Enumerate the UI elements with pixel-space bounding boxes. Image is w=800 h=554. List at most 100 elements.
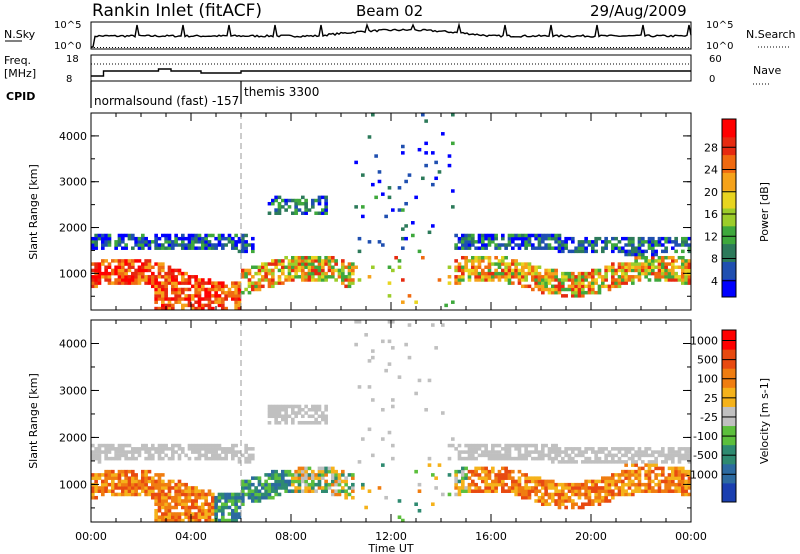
velocity-cell xyxy=(674,486,678,490)
power-cell xyxy=(254,287,258,292)
power-cell xyxy=(157,268,162,273)
power-cell xyxy=(687,236,692,241)
power-cell xyxy=(687,243,692,247)
velocity-cell xyxy=(527,453,532,458)
velocity-cell xyxy=(237,456,242,461)
velocity-cell xyxy=(627,476,632,480)
power-cell xyxy=(577,284,582,289)
velocity-cell xyxy=(184,495,188,500)
velocity-cell xyxy=(201,502,205,507)
power-cell xyxy=(331,259,335,263)
power-cell xyxy=(121,259,125,263)
power-cell xyxy=(217,240,222,244)
power-cell xyxy=(221,246,225,250)
power-cell xyxy=(191,246,195,250)
power-cell xyxy=(271,259,275,263)
velocity-cell xyxy=(104,489,108,493)
power-cell xyxy=(151,284,155,289)
power-cell xyxy=(574,246,578,250)
power-cell xyxy=(584,284,588,289)
power-cell xyxy=(657,240,662,244)
power-cell xyxy=(571,287,575,292)
velocity-cell xyxy=(651,460,655,464)
velocity-cell xyxy=(101,492,105,497)
velocity-cell xyxy=(274,476,278,480)
power-cell xyxy=(654,240,658,244)
power-cell xyxy=(597,271,602,276)
velocity-cell xyxy=(494,479,498,484)
velocity-cell xyxy=(161,456,165,461)
velocity-cell xyxy=(114,486,118,490)
velocity-cell xyxy=(141,489,145,493)
power-cell xyxy=(514,275,518,279)
velocity-cell xyxy=(574,492,578,497)
velocity-cell xyxy=(234,515,238,520)
velocity-cell xyxy=(467,450,472,454)
velocity-cell xyxy=(647,463,652,467)
power-cell xyxy=(467,268,472,273)
power-cell xyxy=(147,240,152,244)
velocity-cell xyxy=(307,414,312,419)
velocity-cell xyxy=(297,473,302,477)
power-cell xyxy=(667,271,672,276)
power-cell xyxy=(631,243,635,247)
power-cell xyxy=(151,240,155,244)
power-cell xyxy=(561,249,565,254)
velocity-cell xyxy=(667,450,672,454)
velocity-cell xyxy=(584,450,588,454)
velocity-cell xyxy=(514,489,518,493)
velocity-cell xyxy=(504,476,508,480)
power-cell xyxy=(657,275,662,279)
velocity-cell xyxy=(294,411,298,415)
velocity-cell xyxy=(337,479,342,484)
power-cell xyxy=(187,278,192,282)
power-cell xyxy=(317,278,322,282)
velocity-cell xyxy=(464,443,468,448)
power-cell xyxy=(387,265,392,269)
power-cell xyxy=(217,233,222,238)
velocity-cell xyxy=(114,447,118,451)
power-cell xyxy=(127,233,132,238)
power-cell xyxy=(177,243,182,247)
power-cell xyxy=(627,265,632,269)
velocity-cell xyxy=(631,473,635,477)
velocity-cell xyxy=(284,469,288,474)
power-cell xyxy=(634,252,638,257)
power-cell xyxy=(467,236,472,241)
velocity-cell xyxy=(114,476,118,480)
power-cell xyxy=(131,262,135,266)
power-cell xyxy=(474,265,478,269)
velocity-cell xyxy=(221,492,225,497)
power-cell xyxy=(544,243,548,247)
velocity-cell xyxy=(547,447,552,451)
velocity-cell xyxy=(187,492,192,497)
velocity-cell xyxy=(677,447,682,451)
velocity-cell xyxy=(191,450,195,454)
velocity-cell xyxy=(297,404,302,409)
power-cell xyxy=(481,246,485,250)
velocity-cell xyxy=(131,476,135,480)
velocity-cell xyxy=(587,479,592,484)
velocity-cell xyxy=(251,489,255,493)
velocity-cell xyxy=(671,453,675,458)
power-cell xyxy=(464,246,468,250)
velocity-cell xyxy=(231,447,235,451)
power-cell xyxy=(157,297,162,301)
velocity-cell xyxy=(141,447,145,451)
power-cell xyxy=(664,262,668,266)
velocity-cell xyxy=(187,505,192,510)
velocity-cell xyxy=(284,417,288,422)
power-colorbar-segment xyxy=(722,208,736,227)
power-cell xyxy=(294,271,298,276)
velocity-cell xyxy=(164,502,168,507)
power-cell xyxy=(277,262,282,266)
power-cell xyxy=(174,290,178,295)
power-cell xyxy=(521,284,525,289)
velocity-cell xyxy=(607,482,612,487)
power-cell xyxy=(107,275,112,279)
power-cell xyxy=(541,246,545,250)
velocity-cell xyxy=(211,447,215,451)
velocity-cell xyxy=(571,460,575,464)
power-cell xyxy=(184,236,188,241)
velocity-cell xyxy=(181,502,185,507)
